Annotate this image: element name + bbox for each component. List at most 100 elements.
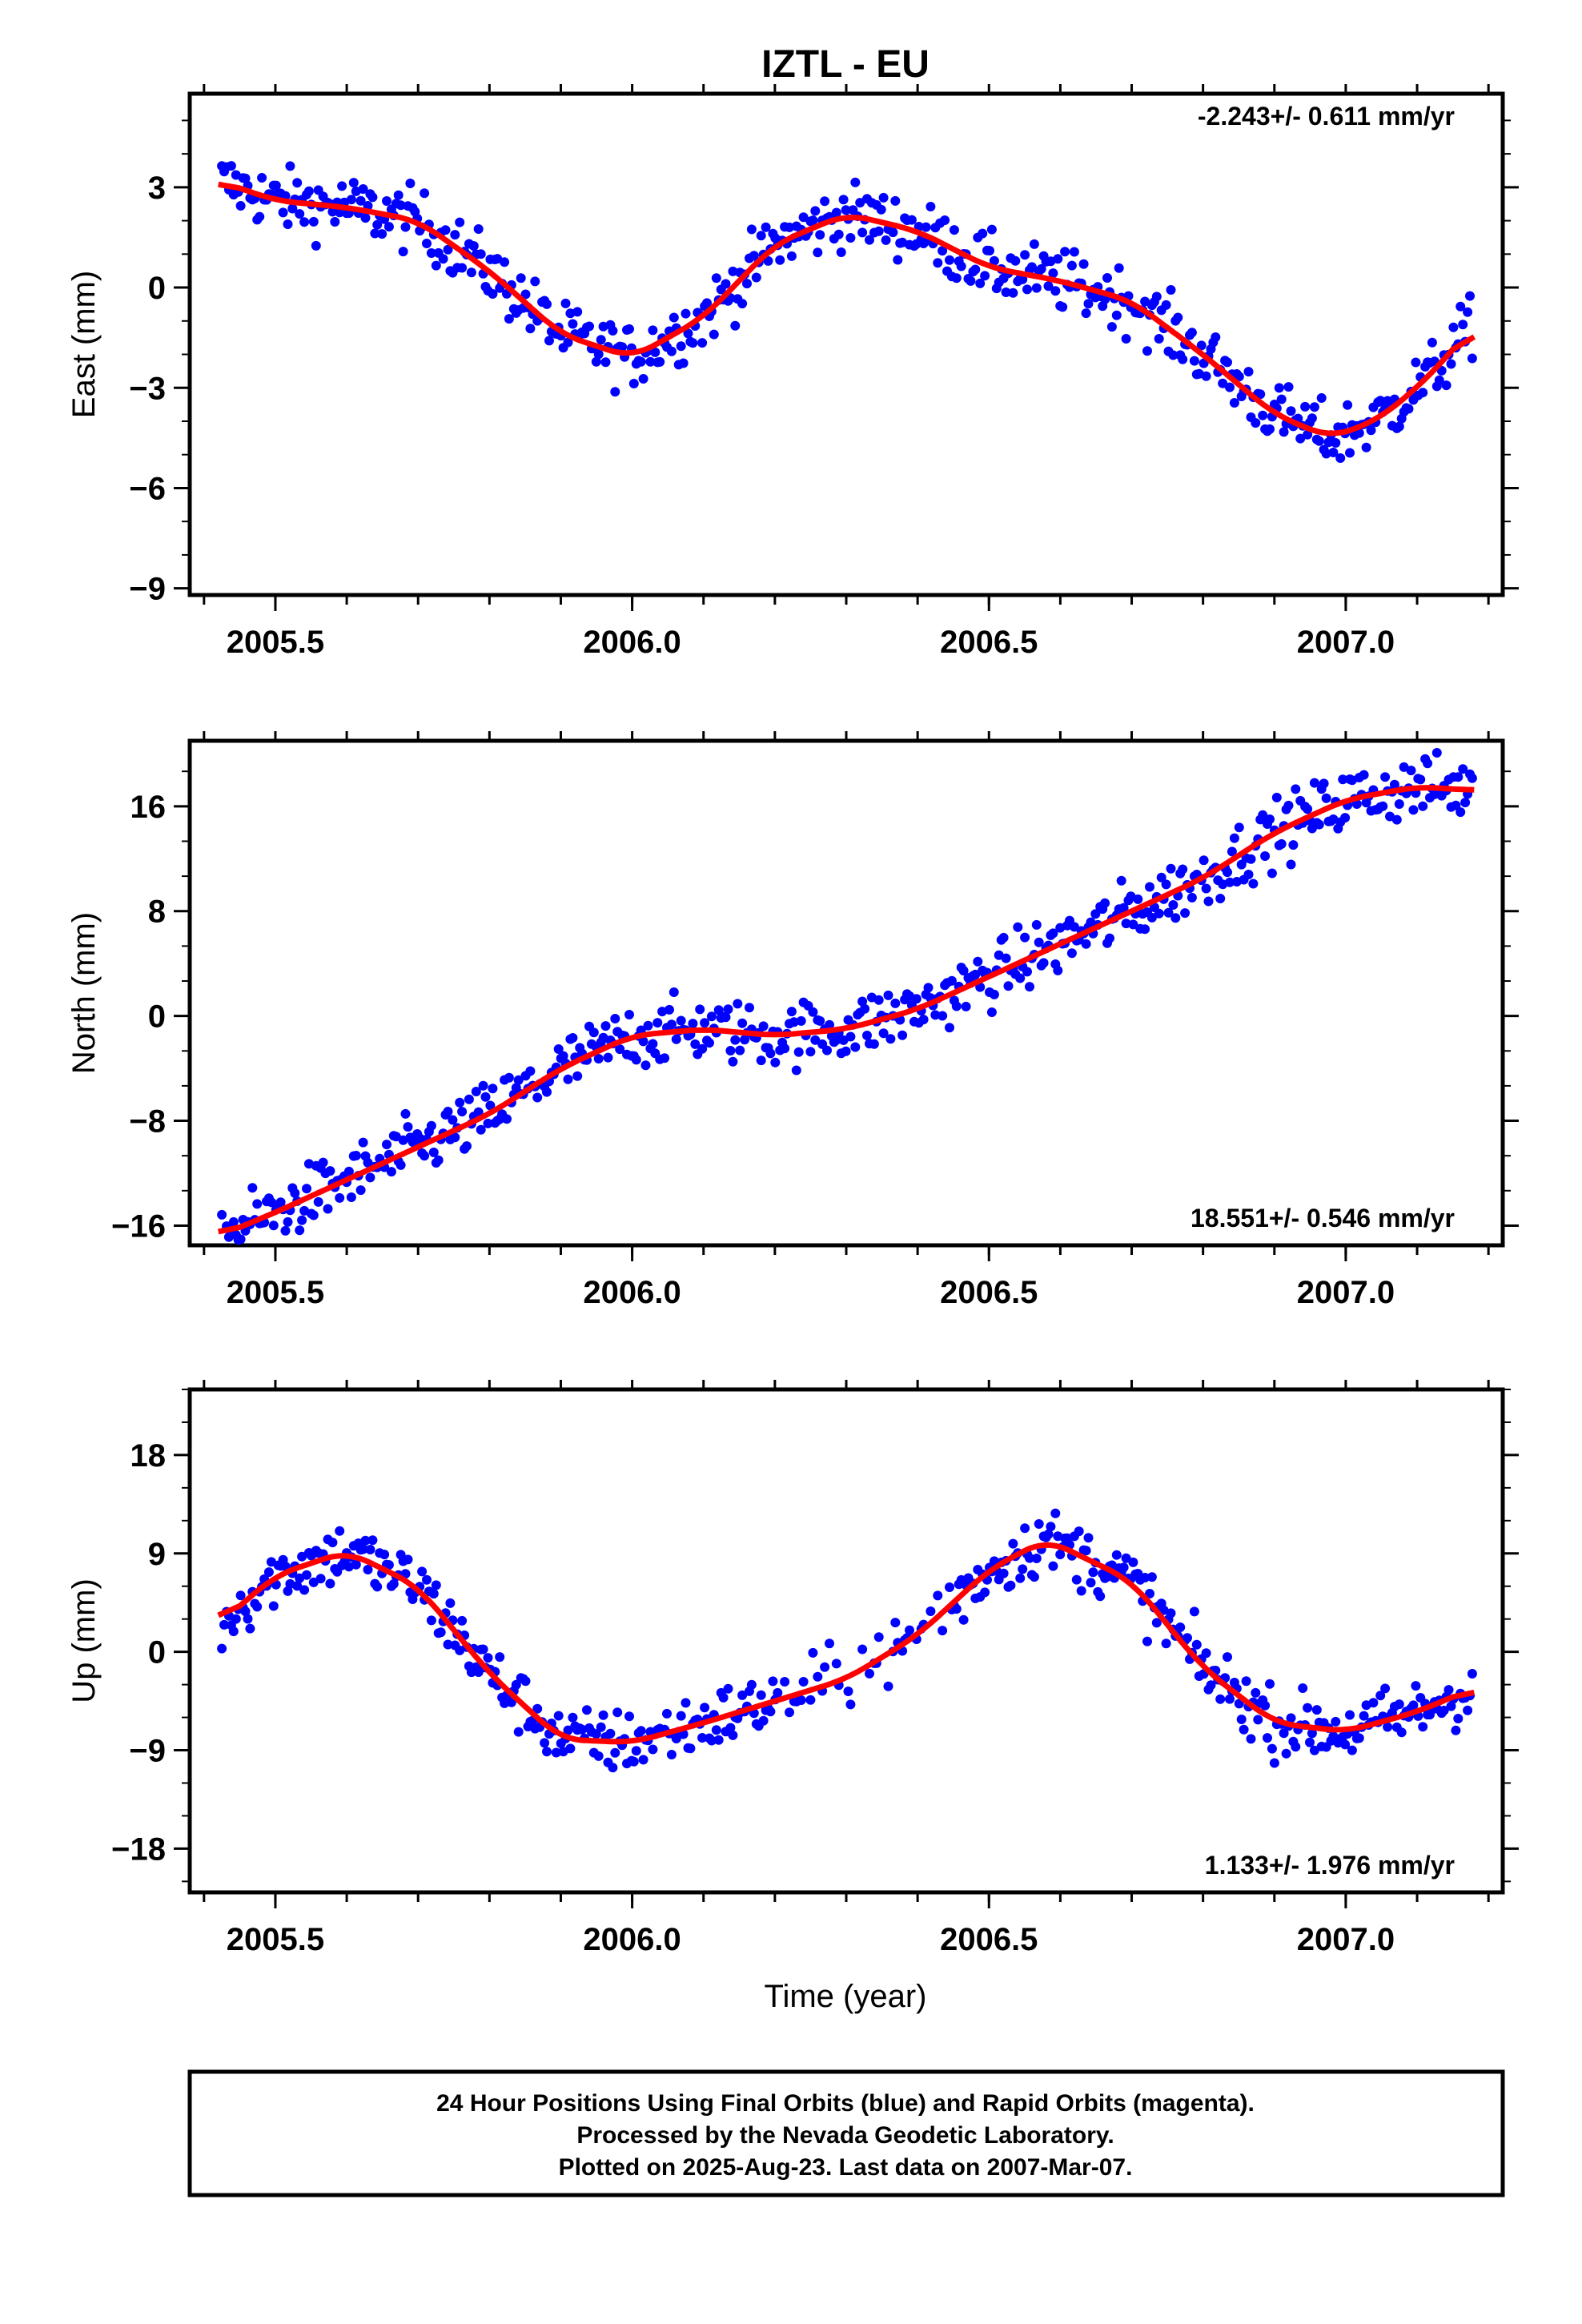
data-point [1453, 772, 1464, 782]
data-point [1303, 804, 1313, 814]
data-point [1340, 1739, 1351, 1750]
data-point [433, 1155, 444, 1165]
data-point [478, 1644, 488, 1655]
data-point [243, 1614, 253, 1624]
data-point [1345, 448, 1355, 458]
data-point [1465, 291, 1475, 301]
data-point [888, 227, 898, 238]
data-point [315, 1574, 326, 1584]
data-point [869, 1039, 879, 1049]
data-point [1189, 1606, 1199, 1617]
data-point [563, 1074, 573, 1084]
data-point [989, 989, 999, 999]
data-point [640, 1060, 651, 1071]
data-point [532, 1092, 543, 1103]
data-point [365, 1545, 375, 1554]
data-point [386, 1167, 396, 1177]
data-point [1128, 919, 1138, 930]
data-point [921, 222, 931, 232]
data-point [271, 180, 281, 191]
data-point [500, 1698, 510, 1708]
data-point [940, 215, 950, 225]
data-point [382, 1140, 391, 1150]
data-point [417, 1566, 428, 1577]
data-point [485, 1100, 496, 1111]
data-point [1368, 1698, 1379, 1708]
data-point [436, 1627, 446, 1638]
data-point [860, 1003, 870, 1014]
y-tick-label: 0 [148, 999, 166, 1035]
data-point [593, 349, 604, 360]
data-point [292, 1581, 303, 1591]
data-point [1347, 1745, 1357, 1755]
data-point [1083, 1533, 1094, 1543]
data-point [1053, 254, 1063, 264]
data-point [1467, 773, 1477, 783]
data-point [998, 932, 1009, 943]
data-point [1375, 1691, 1386, 1701]
data-point [946, 975, 957, 986]
data-point [881, 235, 891, 245]
data-point [1319, 778, 1329, 789]
data-point [713, 1735, 724, 1745]
data-point [219, 1619, 229, 1630]
data-point [1128, 1557, 1138, 1567]
data-point [1359, 1711, 1369, 1721]
data-point [422, 1574, 432, 1585]
data-point [1423, 758, 1433, 769]
data-point [789, 1017, 799, 1027]
data-point [1246, 1734, 1256, 1744]
data-point [400, 222, 411, 232]
data-point [217, 1209, 227, 1220]
data-point [1291, 1742, 1301, 1752]
data-point [1163, 907, 1174, 918]
data-point [796, 1695, 806, 1705]
data-point [1025, 1553, 1034, 1563]
data-point [878, 192, 889, 203]
data-point [492, 254, 503, 264]
data-point [1248, 879, 1259, 889]
data-point [351, 1559, 361, 1570]
data-point [591, 1729, 601, 1739]
footer-line-3: Plotted on 2025-Aug-23. Last data on 200… [559, 2154, 1133, 2181]
data-point [1102, 1572, 1112, 1582]
data-point [1186, 328, 1197, 338]
data-point [1121, 334, 1131, 344]
data-point [540, 1738, 550, 1748]
data-point [504, 1072, 514, 1083]
data-point [1265, 814, 1275, 824]
data-point [513, 1727, 524, 1737]
data-point [383, 1560, 394, 1570]
data-point [1189, 356, 1199, 366]
data-point [1034, 937, 1044, 947]
data-point [476, 1124, 486, 1135]
data-point [1048, 1561, 1058, 1571]
data-point [791, 1065, 801, 1076]
data-point [1003, 981, 1014, 991]
data-point [825, 1638, 834, 1649]
data-point [873, 995, 884, 1005]
data-point [1102, 273, 1112, 283]
y-tick-label: −6 [129, 471, 166, 506]
data-point [1029, 239, 1039, 249]
data-point [1100, 294, 1110, 304]
data-point [857, 1644, 868, 1655]
data-point [933, 1590, 943, 1601]
data-point [1048, 268, 1058, 279]
data-point [615, 1044, 625, 1055]
data-point [1215, 1694, 1226, 1704]
rate-label-up: 1.133+/- 1.976 mm/yr [1205, 1851, 1455, 1880]
data-point [355, 1185, 366, 1196]
data-point [737, 1018, 748, 1028]
data-point [1456, 807, 1466, 818]
data-point [235, 1590, 246, 1601]
x-tick-label: 2006.5 [940, 1275, 1038, 1310]
data-point [431, 260, 441, 271]
footer-line-1: 24 Hour Positions Using Final Orbits (bl… [436, 2090, 1255, 2117]
data-point [343, 1166, 354, 1176]
data-point [302, 1570, 311, 1580]
data-point [1253, 1715, 1263, 1725]
data-point [240, 1606, 251, 1617]
data-point [865, 235, 874, 245]
data-point [382, 196, 391, 206]
